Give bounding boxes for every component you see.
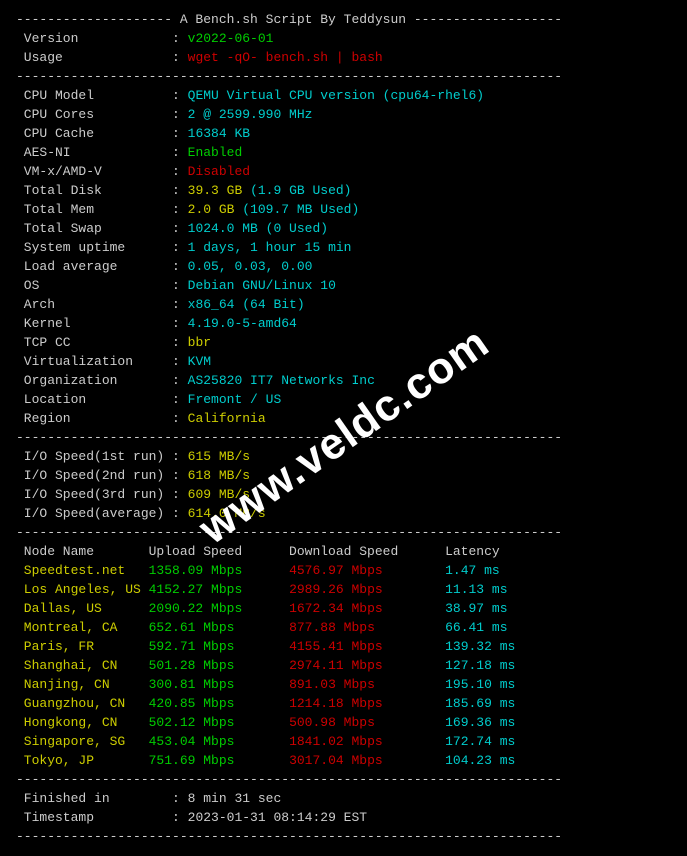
- info-row: Arch : x86_64 (64 Bit): [16, 295, 671, 314]
- io-row: I/O Speed(2nd run) : 618 MB/s: [16, 466, 671, 485]
- io-row: I/O Speed(average) : 614.0 MB/s: [16, 504, 671, 523]
- info-row: Virtualization : KVM: [16, 352, 671, 371]
- info-row: OS : Debian GNU/Linux 10: [16, 276, 671, 295]
- info-row: AES-NI : Enabled: [16, 143, 671, 162]
- info-row: Organization : AS25820 IT7 Networks Inc: [16, 371, 671, 390]
- info-row: Location : Fremont / US: [16, 390, 671, 409]
- speedtest-row: Speedtest.net 1358.09 Mbps 4576.97 Mbps …: [16, 561, 671, 580]
- speedtest-row: Montreal, CA 652.61 Mbps 877.88 Mbps 66.…: [16, 618, 671, 637]
- speedtest-row: Shanghai, CN 501.28 Mbps 2974.11 Mbps 12…: [16, 656, 671, 675]
- info-row: Version : v2022-06-01: [16, 29, 671, 48]
- info-row: Load average : 0.05, 0.03, 0.00: [16, 257, 671, 276]
- divider: ----------------------------------------…: [16, 770, 671, 789]
- divider: ----------------------------------------…: [16, 523, 671, 542]
- divider: ----------------------------------------…: [16, 67, 671, 86]
- info-row: Usage : wget -qO- bench.sh | bash: [16, 48, 671, 67]
- divider: ----------------------------------------…: [16, 428, 671, 447]
- info-row: Total Disk : 39.3 GB (1.9 GB Used): [16, 181, 671, 200]
- info-row: CPU Model : QEMU Virtual CPU version (cp…: [16, 86, 671, 105]
- speedtest-row: Singapore, SG 453.04 Mbps 1841.02 Mbps 1…: [16, 732, 671, 751]
- speedtest-row: Paris, FR 592.71 Mbps 4155.41 Mbps 139.3…: [16, 637, 671, 656]
- info-row: CPU Cache : 16384 KB: [16, 124, 671, 143]
- speedtest-row: Dallas, US 2090.22 Mbps 1672.34 Mbps 38.…: [16, 599, 671, 618]
- info-row: Region : California: [16, 409, 671, 428]
- speedtest-row: Guangzhou, CN 420.85 Mbps 1214.18 Mbps 1…: [16, 694, 671, 713]
- info-row: VM-x/AMD-V : Disabled: [16, 162, 671, 181]
- speedtest-row: Hongkong, CN 502.12 Mbps 500.98 Mbps 169…: [16, 713, 671, 732]
- speedtest-row: Nanjing, CN 300.81 Mbps 891.03 Mbps 195.…: [16, 675, 671, 694]
- info-row: Total Mem : 2.0 GB (109.7 MB Used): [16, 200, 671, 219]
- info-row: Timestamp : 2023-01-31 08:14:29 EST: [16, 808, 671, 827]
- info-row: CPU Cores : 2 @ 2599.990 MHz: [16, 105, 671, 124]
- info-row: Total Swap : 1024.0 MB (0 Used): [16, 219, 671, 238]
- speedtest-row: Tokyo, JP 751.69 Mbps 3017.04 Mbps 104.2…: [16, 751, 671, 770]
- info-row: System uptime : 1 days, 1 hour 15 min: [16, 238, 671, 257]
- io-row: I/O Speed(1st run) : 615 MB/s: [16, 447, 671, 466]
- info-row: Kernel : 4.19.0-5-amd64: [16, 314, 671, 333]
- info-row: TCP CC : bbr: [16, 333, 671, 352]
- io-row: I/O Speed(3rd run) : 609 MB/s: [16, 485, 671, 504]
- header-title: -------------------- A Bench.sh Script B…: [16, 10, 671, 29]
- speedtest-row: Los Angeles, US 4152.27 Mbps 2989.26 Mbp…: [16, 580, 671, 599]
- speedtest-header: Node Name Upload Speed Download Speed La…: [16, 542, 671, 561]
- info-row: Finished in : 8 min 31 sec: [16, 789, 671, 808]
- terminal-output: -------------------- A Bench.sh Script B…: [16, 10, 671, 846]
